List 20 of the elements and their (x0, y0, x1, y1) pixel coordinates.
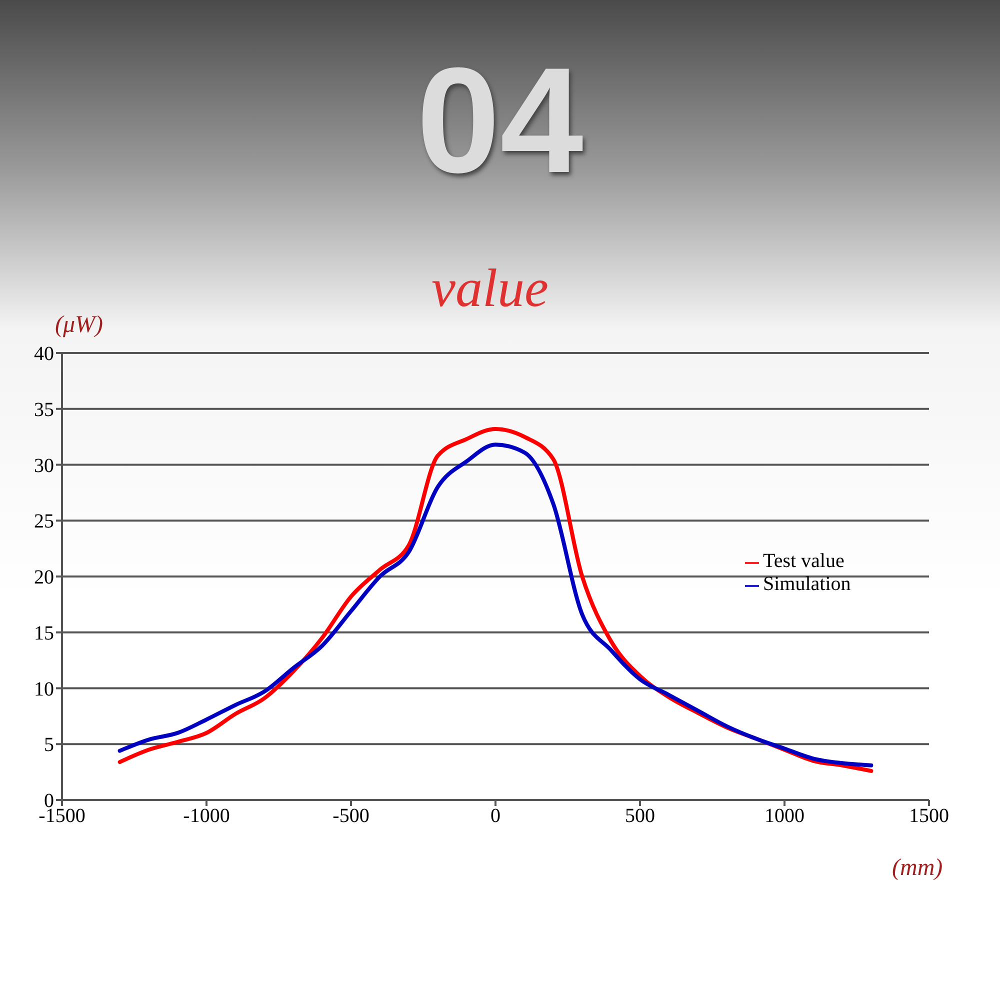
x-tick-label: -500 (332, 805, 370, 828)
y-tick-label: 40 (34, 343, 54, 366)
x-axis-title: (mm) (892, 855, 943, 882)
y-tick-label: 20 (34, 566, 54, 589)
x-tick-label: 0 (490, 805, 500, 828)
x-tick-label: 500 (625, 805, 655, 828)
text: 04 (416, 36, 584, 204)
x-tick-label: -1000 (183, 805, 230, 828)
y-tick-label: 15 (34, 622, 54, 644)
x-tick-label: 1500 (909, 805, 949, 828)
y-tick-label: 5 (44, 734, 54, 756)
y-tick-label: 10 (34, 678, 54, 700)
legend-label: Simulation (763, 573, 851, 595)
y-tick-label: 35 (34, 398, 54, 421)
y-tick-label: 25 (34, 510, 54, 533)
x-tick-label: 1000 (764, 805, 804, 828)
y-tick-label: 30 (34, 454, 54, 477)
legend-label: Test value (763, 550, 844, 572)
y-axis-title: (μW) (55, 312, 104, 339)
chart-title: value (432, 258, 548, 318)
